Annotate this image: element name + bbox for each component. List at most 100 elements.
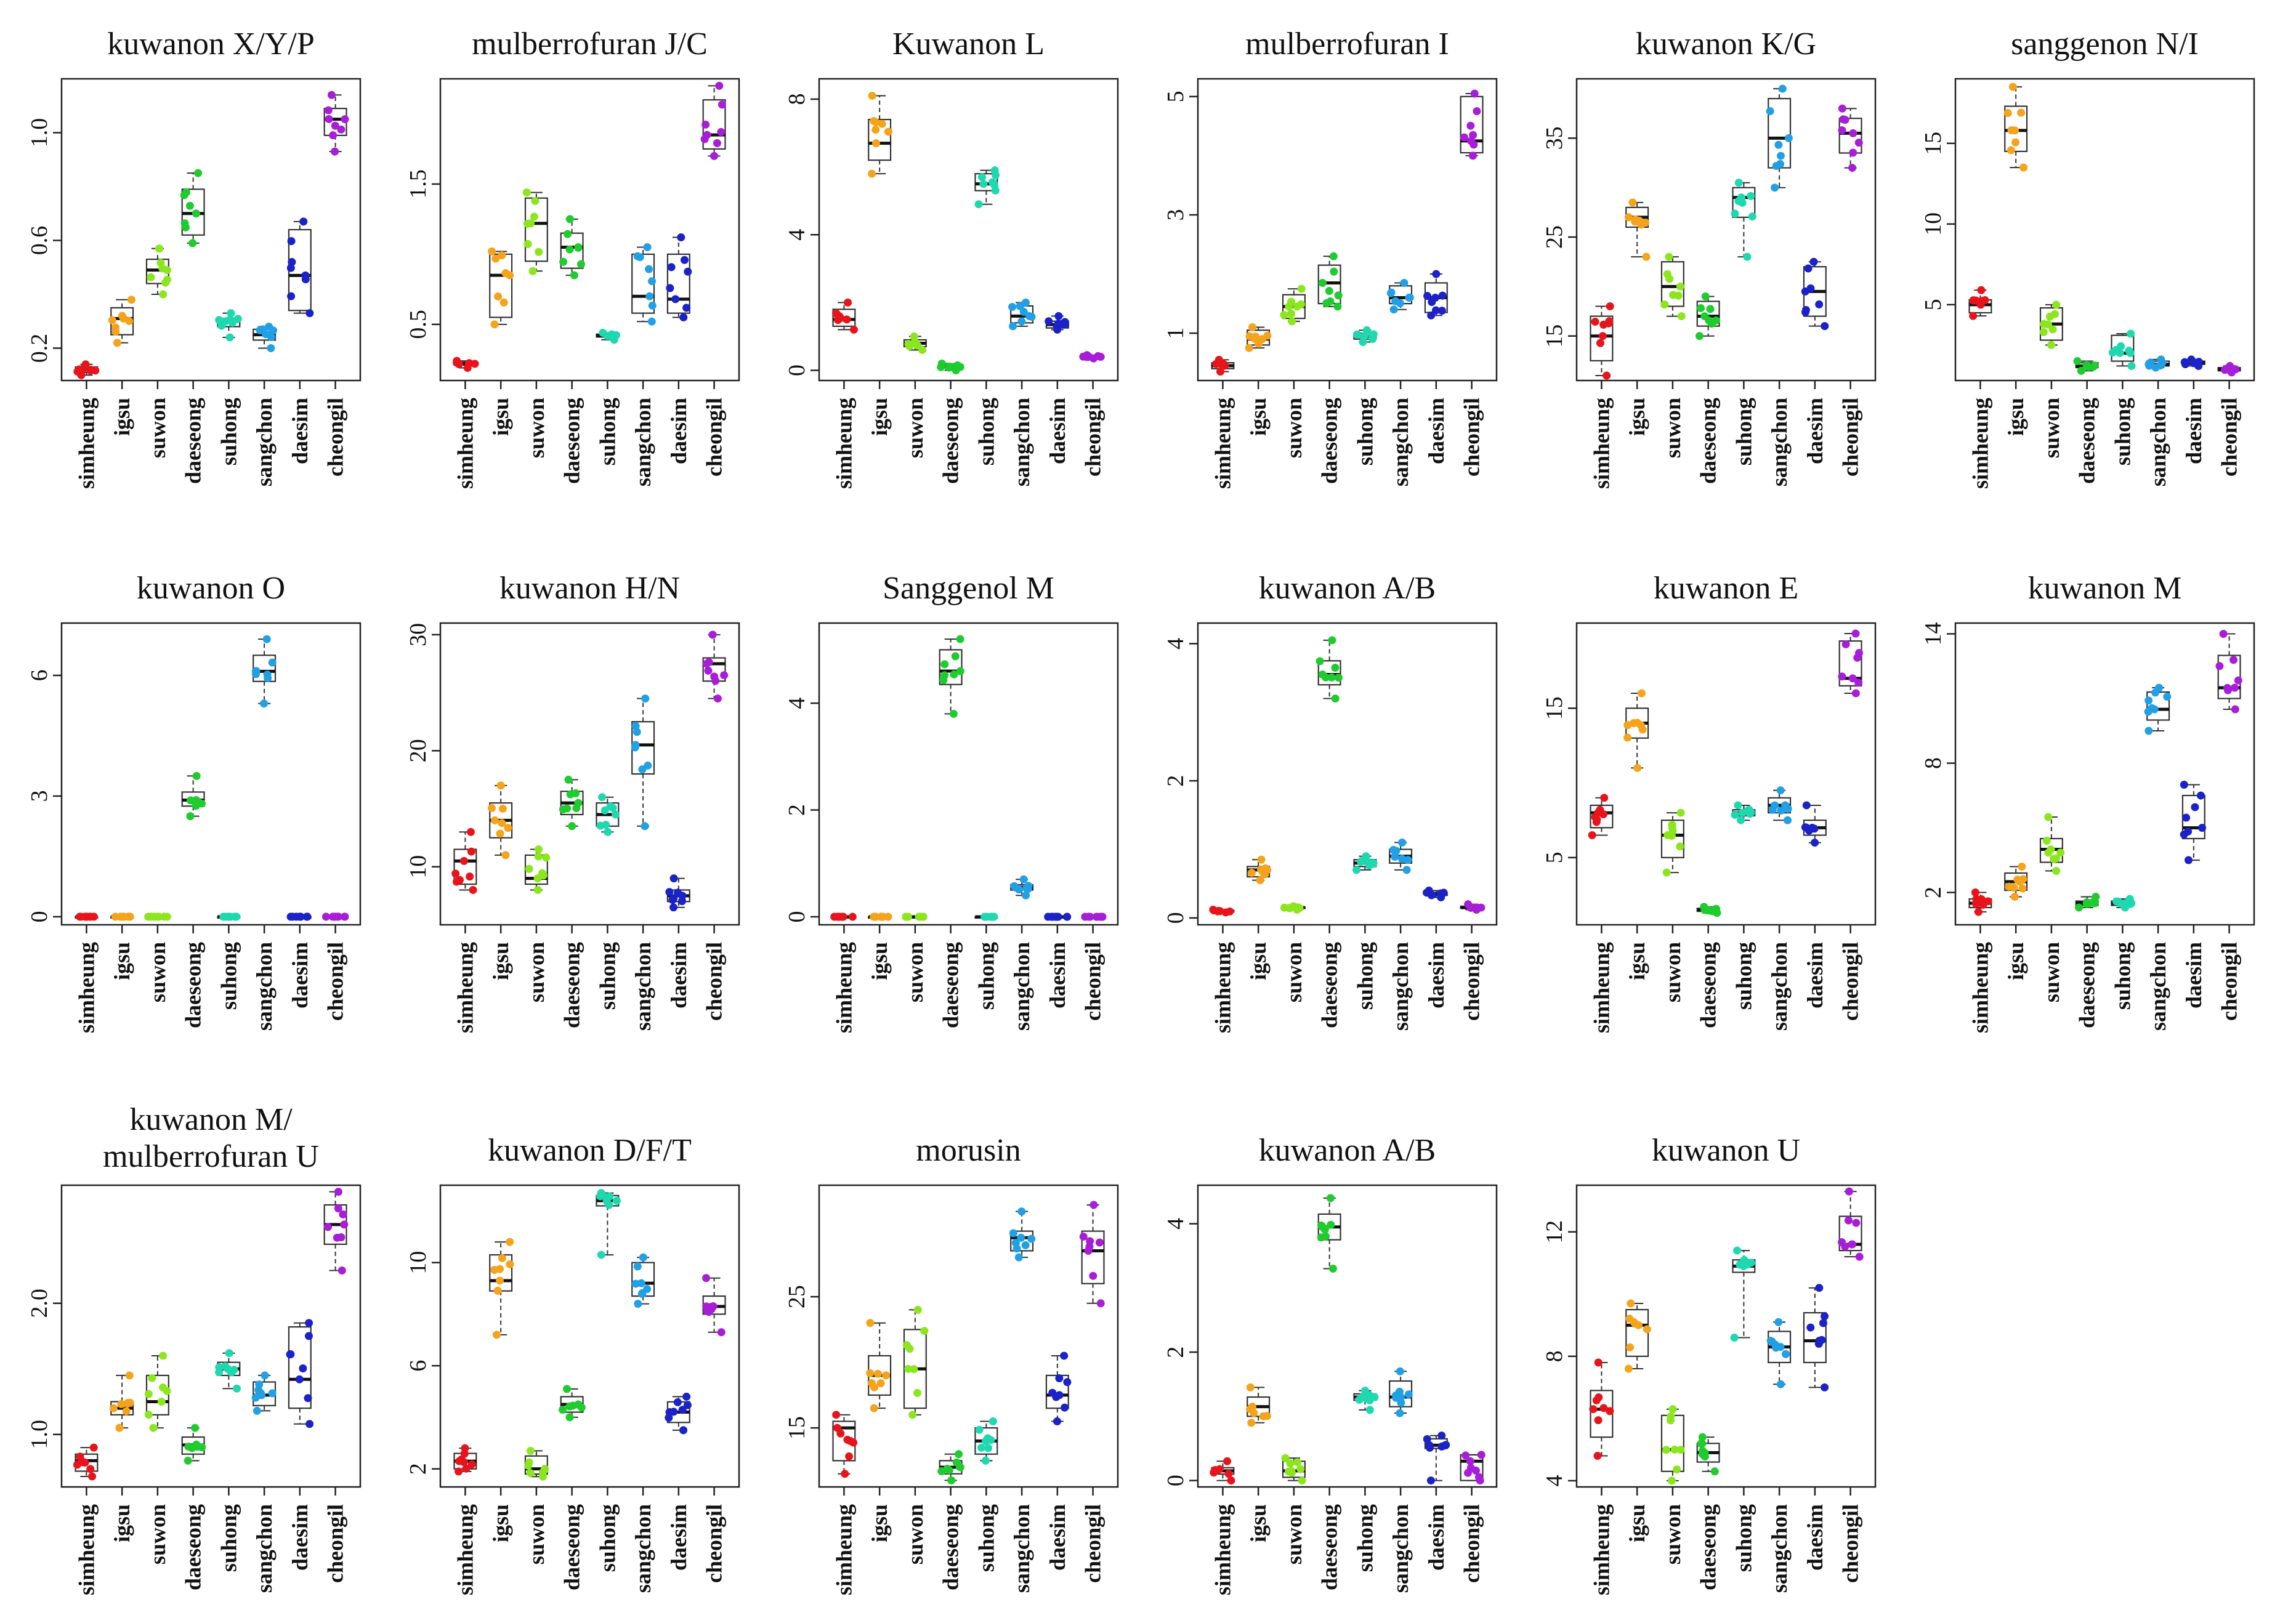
x-category-label: sangchon [252, 1504, 277, 1593]
data-point [113, 339, 121, 347]
data-point [1287, 309, 1295, 318]
data-point [832, 1411, 841, 1419]
data-point [1328, 1265, 1337, 1273]
plot-frame [1954, 622, 2255, 926]
panel-title: kuwanon O [137, 571, 285, 606]
data-point [150, 912, 159, 921]
data-point [1698, 1433, 1707, 1441]
data-point [612, 1196, 621, 1205]
data-point [181, 223, 190, 232]
data-point [720, 671, 729, 680]
plot-frame [1197, 78, 1498, 382]
data-point [2090, 899, 2099, 908]
x-category-label: daesim [1424, 398, 1449, 464]
data-point [1663, 270, 1671, 278]
data-point [1327, 673, 1336, 682]
data-point [1296, 1465, 1305, 1473]
x-category-label: daesim [1424, 1504, 1449, 1571]
data-point [493, 1286, 502, 1295]
data-point [499, 298, 508, 307]
data-point [2116, 348, 2124, 357]
x-category-label: suhong [974, 1504, 998, 1572]
data-point [987, 1436, 995, 1444]
y-tick-label: 0.5 [405, 310, 431, 339]
data-point [1398, 838, 1407, 847]
box-iqr [1838, 640, 1862, 687]
panel-title: kuwanon U [1652, 1133, 1800, 1168]
data-point [849, 325, 858, 334]
data-point [233, 1384, 241, 1393]
plot-frame [1575, 622, 1877, 926]
data-point [460, 856, 469, 865]
data-point [535, 248, 543, 256]
data-point [1246, 1405, 1255, 1414]
x-category-label: daesim [2181, 398, 2206, 464]
boxplot-panel: kuwanon E 5 15 simheung igsu suwon daeseong suh… [1542, 571, 1877, 1033]
data-point [1400, 278, 1409, 287]
x-category-label: suwon [903, 1504, 928, 1565]
data-point [645, 292, 654, 300]
data-point [577, 1403, 586, 1412]
x-category-label: suwon [1660, 398, 1685, 458]
data-point [866, 1319, 875, 1327]
x-category-label: igsu [1625, 398, 1649, 436]
data-point [2230, 683, 2239, 692]
data-point [496, 1276, 504, 1285]
data-point [604, 828, 612, 836]
data-point [1776, 786, 1785, 795]
data-point [192, 209, 200, 218]
data-point [1774, 1318, 1783, 1326]
data-point [1696, 304, 1705, 312]
boxplot-panel: kuwanon U 4 8 12 simheung igsu suwon daeseong su… [1542, 1133, 1877, 1595]
data-point [1776, 1380, 1785, 1388]
data-point [1662, 868, 1671, 877]
x-category-label: suhong [1731, 398, 1756, 465]
data-point [161, 278, 170, 287]
data-point [1734, 179, 1743, 187]
data-point [1666, 1416, 1675, 1425]
data-point [1432, 270, 1441, 278]
boxplot-panel: kuwanon D/F/T 2 6 10 simheung igsu suwon daeseo… [405, 1133, 740, 1595]
data-point [955, 1450, 963, 1459]
data-point [1848, 674, 1857, 683]
box-iqr [1660, 820, 1684, 858]
data-point [1011, 1239, 1020, 1247]
x-category-label: daesim [288, 398, 312, 464]
data-point [902, 912, 910, 921]
boxplot-panel: kuwanon A/B 0 2 4 simheung igsu suwon daeseong s… [1163, 571, 1498, 1033]
data-point [1333, 302, 1342, 311]
data-point [981, 1456, 990, 1465]
data-point [1841, 116, 1849, 124]
data-point [467, 847, 475, 856]
x-category-label: suhong [974, 942, 998, 1010]
data-point [465, 359, 474, 368]
x-category-label: cheongil [2217, 942, 2242, 1021]
box-iqr [1460, 1454, 1484, 1481]
data-point [704, 666, 713, 675]
y-tick-label: 1.0 [26, 118, 52, 148]
data-point [1768, 805, 1777, 814]
data-point [1665, 252, 1673, 261]
data-point [2039, 328, 2048, 336]
data-point [1477, 903, 1486, 912]
y-tick-label: 6 [405, 1360, 431, 1372]
x-category-label: cheongil [323, 398, 348, 477]
data-point [493, 1331, 501, 1339]
x-category-label: sangchon [1767, 942, 1792, 1031]
data-point [111, 912, 119, 921]
data-point [1623, 721, 1632, 730]
data-point [682, 1392, 691, 1401]
data-point [841, 1470, 849, 1478]
y-tick-label: 4 [1542, 1475, 1567, 1486]
data-point [1668, 823, 1676, 832]
data-point [2151, 688, 2160, 697]
data-point [496, 1265, 504, 1273]
data-point [645, 265, 653, 273]
data-point [530, 212, 538, 221]
y-tick-label: 10 [405, 855, 431, 879]
data-point [665, 888, 674, 896]
data-point [501, 269, 510, 278]
data-point [1804, 264, 1813, 273]
data-point [2198, 824, 2207, 832]
data-point [1092, 912, 1101, 921]
